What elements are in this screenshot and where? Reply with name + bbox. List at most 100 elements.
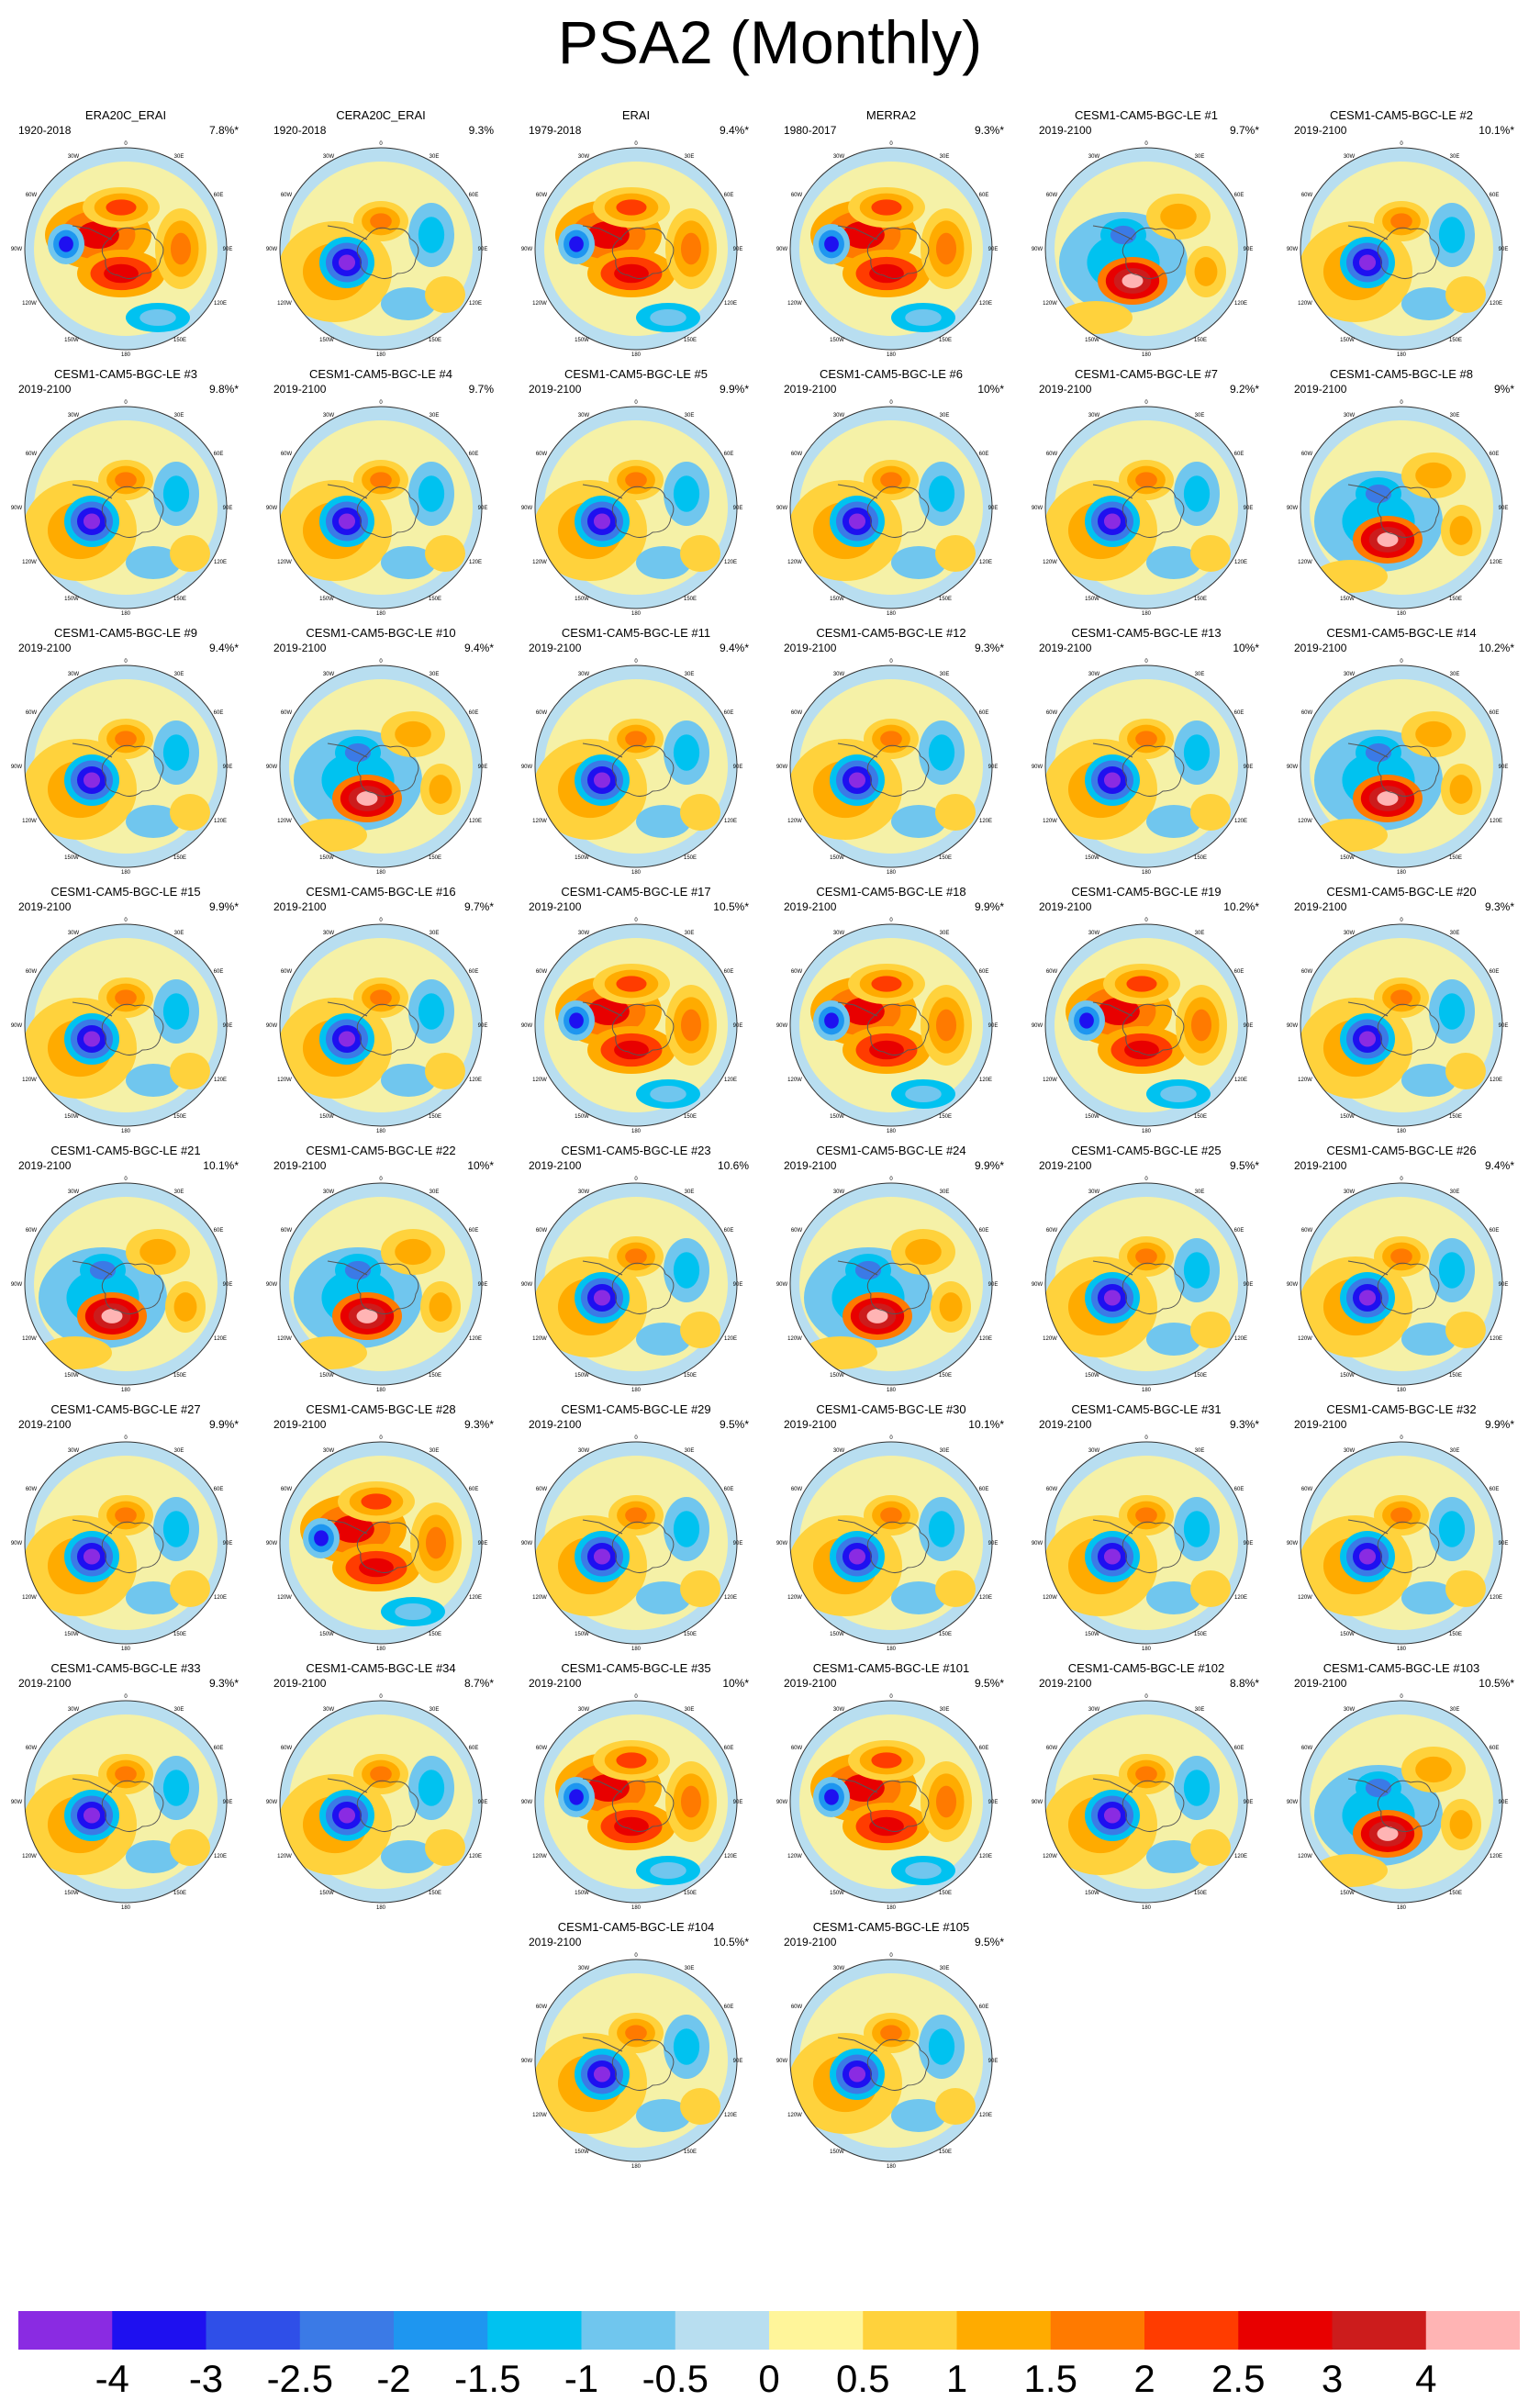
anomaly-field	[1045, 148, 1247, 350]
panel-period: 2019-2100	[529, 1159, 582, 1172]
map-label-top: 0	[889, 918, 893, 923]
map-label-top: 0	[889, 1177, 893, 1182]
map-border	[24, 664, 228, 868]
antarctica-coastline	[866, 1780, 930, 1832]
anomaly-field	[280, 1442, 482, 1644]
anomaly-field	[1300, 1442, 1502, 1644]
peninsula-coastline	[327, 743, 368, 758]
map-border	[1300, 147, 1503, 351]
map-label-b150e: 150E	[684, 855, 697, 861]
map-label-l60w: 60W	[281, 452, 293, 457]
map-label-b150w: 150W	[1085, 855, 1099, 861]
anomaly-field	[535, 1442, 737, 1644]
panel-period: 2019-2100	[529, 900, 582, 913]
anomaly-field	[790, 924, 992, 1126]
map-border	[534, 147, 738, 351]
map-label-r60e: 60E	[724, 969, 734, 975]
panel-variance: 9.3%*	[1484, 900, 1514, 913]
map-panel: CESM1-CAM5-BGC-LE #11 2019-2100 9.4%* 0 30W 3…	[512, 626, 760, 878]
panel-variance: 9.9%*	[208, 1418, 239, 1431]
map-label-l90w: 90W	[11, 1282, 23, 1288]
map-panel: CESM1-CAM5-BGC-LE #29 2019-2100 9.5%* 0 30W 3…	[512, 1402, 760, 1655]
map-label-t30e: 30E	[940, 1448, 950, 1454]
map-label-l120w: 120W	[1043, 1078, 1057, 1083]
peninsula-coastline	[72, 1519, 113, 1535]
map-label-r120e: 120E	[214, 1595, 227, 1601]
polar-map: 0 30W 30E 60W 60E 90W 90E 120W 120E 150W 150E 180	[11, 1177, 232, 1393]
map-label-r120e: 120E	[469, 1336, 482, 1342]
map-label-l60w: 60W	[26, 193, 38, 198]
map-label-t30w: 30W	[323, 1448, 335, 1454]
map-label-l90w: 90W	[266, 1282, 278, 1288]
map-label-r120e: 120E	[1490, 1336, 1502, 1342]
panel-period: 2019-2100	[1039, 900, 1092, 913]
map-label-l90w: 90W	[11, 506, 23, 511]
map-label-r90e: 90E	[1499, 1800, 1509, 1805]
panel-period: 2019-2100	[784, 1159, 837, 1172]
map-label-b150w: 150W	[1085, 597, 1099, 602]
colorbar-swatch	[863, 2311, 957, 2350]
map-label-bottom: 180	[121, 1388, 131, 1393]
map-label-r60e: 60E	[214, 1228, 224, 1234]
map-label-b150e: 150E	[939, 2150, 952, 2155]
map-label-b150w: 150W	[1085, 1632, 1099, 1637]
panel-title: CESM1-CAM5-BGC-LE #27	[50, 1402, 201, 1416]
colorbar-tick-label: -2	[376, 2357, 411, 2400]
map-label-r60e: 60E	[214, 969, 224, 975]
map-label-r120e: 120E	[1490, 1854, 1502, 1859]
map-label-r90e: 90E	[988, 2059, 999, 2064]
map-label-b150w: 150W	[1340, 1632, 1355, 1637]
map-label-r90e: 90E	[1244, 1541, 1254, 1547]
map-label-bottom: 180	[631, 1647, 642, 1652]
map-label-l90w: 90W	[521, 1282, 533, 1288]
polar-map: 0 30W 30E 60W 60E 90W 90E 120W 120E 150W 150E 180	[11, 400, 232, 617]
map-label-t30w: 30W	[833, 154, 845, 160]
map-label-l90w: 90W	[521, 1541, 533, 1547]
map-label-t30w: 30W	[1088, 672, 1100, 677]
map-label-t30w: 30W	[1088, 1189, 1100, 1195]
map-label-b150e: 150E	[429, 597, 441, 602]
map-label-r60e: 60E	[979, 1746, 989, 1751]
map-label-top: 0	[889, 1953, 893, 1959]
map-label-bottom: 180	[631, 611, 642, 617]
map-label-r120e: 120E	[214, 560, 227, 565]
map-label-l90w: 90W	[266, 506, 278, 511]
antarctica-coastline	[611, 1780, 675, 1832]
panel-period: 2019-2100	[1294, 642, 1347, 654]
colorbar-swatch	[487, 2311, 582, 2350]
map-label-r60e: 60E	[469, 452, 479, 457]
map-label-l90w: 90W	[521, 247, 533, 252]
colorbar-tick-label: -1	[564, 2357, 599, 2400]
map-label-l60w: 60W	[26, 969, 38, 975]
colorbar-tick-label: 1	[945, 2357, 968, 2400]
peninsula-coastline	[72, 1778, 113, 1793]
map-label-bottom: 180	[1397, 1129, 1407, 1134]
panel-title: CESM1-CAM5-BGC-LE #6	[819, 367, 964, 381]
polar-map: 0 30W 30E 60W 60E 90W 90E 120W 120E 150W 150E 180	[11, 141, 232, 358]
panel-period: 2019-2100	[529, 642, 582, 654]
colorbar-swatch	[581, 2311, 676, 2350]
map-label-r90e: 90E	[478, 1023, 488, 1029]
polar-map: 0 30W 30E 60W 60E 90W 90E 120W 120E 150W 150E 180	[266, 141, 487, 358]
polar-map: 0 30W 30E 60W 60E 90W 90E 120W 120E 150W 150E 180	[521, 1435, 742, 1652]
map-label-t30w: 30W	[1088, 1448, 1100, 1454]
map-label-b150e: 150E	[1449, 597, 1462, 602]
map-label-bottom: 180	[121, 352, 131, 358]
panel-variance: 8.7%*	[463, 1677, 494, 1690]
antarctica-coastline	[1122, 227, 1185, 279]
peninsula-coastline	[1092, 1260, 1133, 1276]
map-label-t30e: 30E	[940, 413, 950, 419]
map-label-r90e: 90E	[733, 765, 743, 770]
map-label-l120w: 120W	[787, 1854, 802, 1859]
map-label-l120w: 120W	[1043, 1336, 1057, 1342]
map-label-t30w: 30W	[833, 931, 845, 936]
peninsula-coastline	[1347, 1001, 1389, 1017]
map-label-bottom: 180	[121, 1647, 131, 1652]
map-label-top: 0	[1144, 1435, 1148, 1441]
panel-period: 2019-2100	[784, 1936, 837, 1949]
map-label-bottom: 180	[376, 1129, 386, 1134]
map-label-t30w: 30W	[323, 413, 335, 419]
map-label-b150w: 150W	[830, 338, 844, 343]
antarctica-coastline	[1377, 1780, 1440, 1832]
map-label-r60e: 60E	[979, 193, 989, 198]
